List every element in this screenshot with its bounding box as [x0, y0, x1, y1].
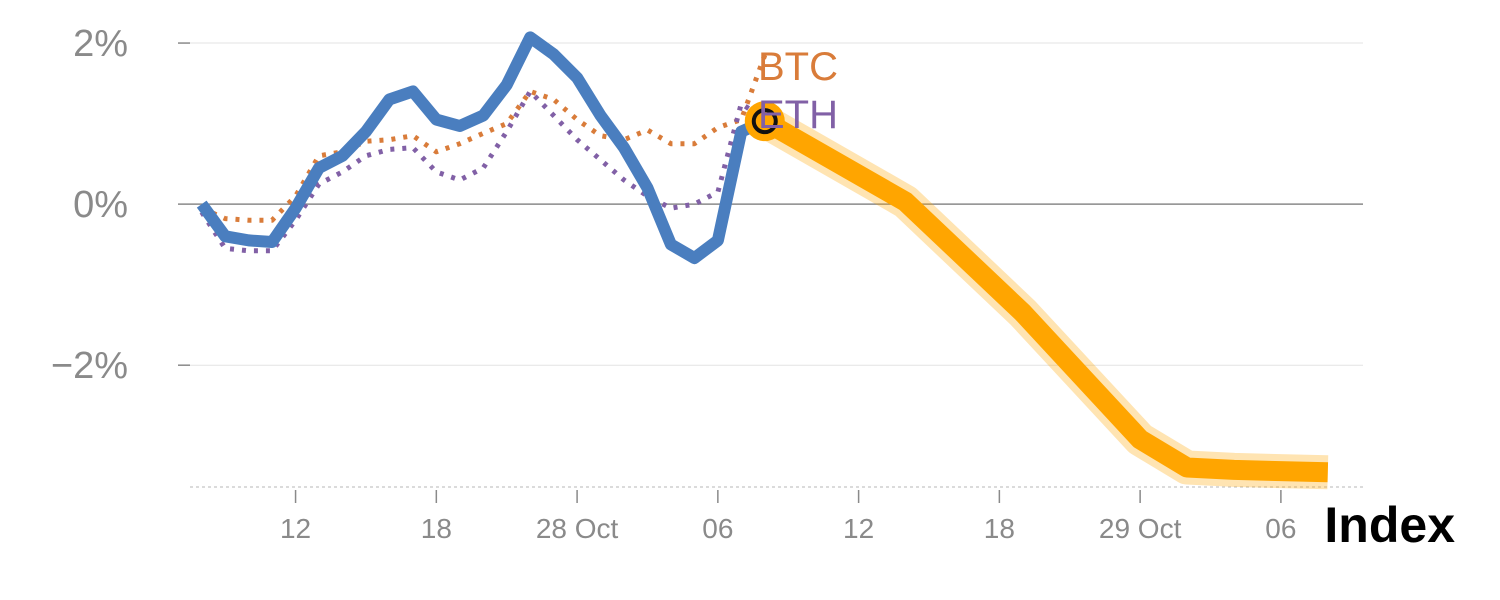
x-tick-label: 06 [702, 513, 733, 544]
series-line-index [196, 31, 768, 265]
marker-ring [751, 108, 778, 135]
series [196, 31, 1329, 490]
marker [744, 101, 785, 142]
marker-halo [744, 101, 785, 142]
axes: 2% 0% −2% 12 18 28 Oct 06 12 18 29 Oct 06 [51, 23, 1365, 544]
highlight-line [759, 112, 1329, 483]
y-tick-label: 2% [73, 23, 128, 65]
series-label-btc: BTC [758, 45, 838, 89]
y-tick-label: 0% [73, 184, 128, 226]
x-tick-label: 28 Oct [536, 513, 619, 544]
x-tick-label: 12 [280, 513, 311, 544]
x-tick-label: 18 [984, 513, 1015, 544]
gridlines [190, 42, 1363, 366]
y-tick-label: −2% [51, 345, 128, 387]
series-label-eth: ETH [758, 93, 838, 137]
x-tick-label: 12 [843, 513, 874, 544]
chart-title: Index [1324, 497, 1455, 553]
x-tick-label: 06 [1265, 513, 1296, 544]
x-tick-label: 29 Oct [1099, 513, 1182, 544]
series-line-btc [200, 54, 768, 223]
x-tick-label: 18 [421, 513, 452, 544]
